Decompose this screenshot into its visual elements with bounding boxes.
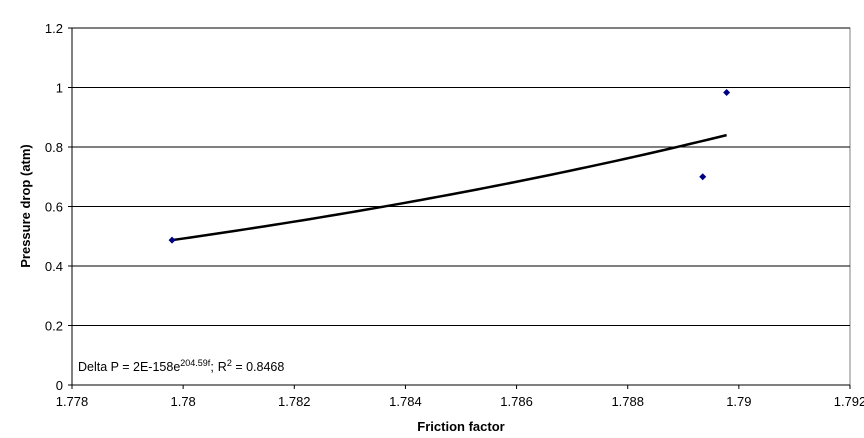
y-tick-label: 0.8 [45,140,63,155]
y-tick-label: 0.2 [45,319,63,334]
y-tick-label: 0.4 [45,259,63,274]
x-tick-label: 1.792 [834,394,864,409]
x-tick-label: 1.784 [389,394,422,409]
x-tick-label: 1.78 [170,394,195,409]
data-point [699,173,707,181]
r-squared-power: 2 [227,358,232,368]
y-tick-label: 0 [56,378,63,393]
data-point [723,89,731,97]
x-tick-labels: 1.778 1.78 1.782 1.784 1.786 1.788 1.79 1.792 [56,394,864,409]
y-tick-label: 1 [56,81,63,96]
y-axis-title: Pressure drop (atm) [18,144,33,268]
x-tick-label: 1.79 [726,394,751,409]
y-tick-label: 0.6 [45,200,63,215]
axes [68,27,851,389]
x-tick-label: 1.778 [56,394,89,409]
x-tick-label: 1.786 [500,394,533,409]
trendline-equation: Delta P = 2E-158e204.59f; R2 = 0.8468 [78,358,284,374]
trendline [171,133,727,242]
gridlines [72,27,850,326]
r-squared-label: R [218,360,227,374]
y-tick-label: 1.2 [45,21,63,36]
data-point [168,236,176,244]
data-points [168,89,731,244]
x-tick-label: 1.788 [611,394,644,409]
r-squared-value: = 0.8468 [232,360,285,374]
x-tick-label: 1.782 [278,394,311,409]
equation-prefix: Delta P = 2E-158e [78,360,180,374]
equation-separator: ; [210,360,213,374]
x-axis-title: Friction factor [417,419,504,434]
y-tick-labels: 0 0.2 0.4 0.6 0.8 1 1.2 [45,21,63,393]
equation-exponent: 204.59f [180,358,211,368]
